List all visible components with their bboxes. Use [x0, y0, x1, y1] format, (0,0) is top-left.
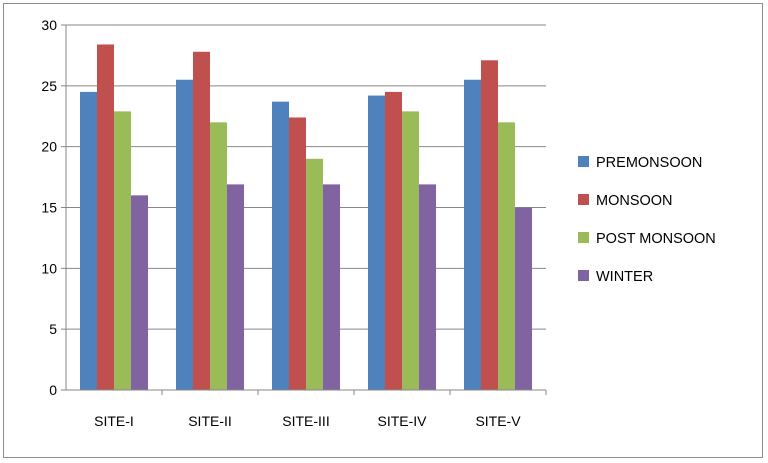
- bar-post-monsoon-site-iv: [402, 111, 419, 390]
- y-tick-label: 15: [41, 200, 57, 216]
- legend-swatch: [578, 194, 589, 205]
- legend-label: POST MONSOON: [596, 231, 716, 247]
- bar-monsoon-site-iv: [385, 91, 402, 391]
- bar-monsoon-site-ii: [193, 51, 210, 391]
- bar-post-monsoon-site-iii: [306, 158, 323, 390]
- legend-item-post-monsoon: POST MONSOON: [578, 231, 716, 247]
- bar-premonsoon-site-ii: [176, 79, 193, 390]
- x-tick-labels: SITE-I SITE-II SITE-III SITE-IV SITE-V: [94, 413, 521, 429]
- bar-post-monsoon-site-v: [498, 122, 515, 390]
- legend-swatch: [578, 270, 589, 281]
- y-tick-label: 30: [41, 17, 57, 33]
- bar-winter-site-iii: [323, 184, 340, 390]
- x-tick-label: SITE-III: [282, 413, 329, 429]
- legend-label: WINTER: [596, 269, 653, 285]
- bar-monsoon-site-i: [97, 44, 114, 390]
- legend-label: MONSOON: [596, 193, 673, 209]
- bars: [80, 44, 532, 391]
- legend: PREMONSOON MONSOON POST MONSOON WINTER: [578, 155, 716, 285]
- legend-item-winter: WINTER: [578, 269, 653, 285]
- x-tick-label: SITE-I: [94, 413, 134, 429]
- x-tick-label: SITE-V: [475, 413, 521, 429]
- bar-winter-site-i: [131, 195, 148, 390]
- y-tick-label: 0: [49, 382, 57, 398]
- bar-premonsoon-site-iii: [272, 101, 289, 391]
- bar-post-monsoon-site-i: [114, 111, 131, 390]
- bar-premonsoon-site-iv: [368, 95, 385, 391]
- legend-swatch: [578, 232, 589, 243]
- legend-item-premonsoon: PREMONSOON: [578, 155, 702, 171]
- y-tick-label: 25: [41, 78, 57, 94]
- legend-swatch: [578, 156, 589, 167]
- y-tick-label: 20: [41, 139, 57, 155]
- bar-premonsoon-site-v: [464, 79, 481, 390]
- bar-monsoon-site-v: [481, 60, 498, 391]
- bar-post-monsoon-site-ii: [210, 122, 227, 390]
- legend-item-monsoon: MONSOON: [578, 193, 673, 209]
- bar-winter-site-iv: [419, 184, 436, 390]
- x-tick-label: SITE-II: [188, 413, 232, 429]
- y-tick-label: 5: [49, 321, 57, 337]
- bar-winter-site-ii: [227, 184, 244, 390]
- chart-frame: 0 5 10 15 20 25 30 SITE-I SITE-II SITE-III SITE-I…: [3, 3, 763, 458]
- x-tick-label: SITE-IV: [377, 413, 427, 429]
- legend-label: PREMONSOON: [596, 155, 702, 171]
- axes: [61, 24, 547, 395]
- y-tick-labels: 0 5 10 15 20 25 30: [41, 17, 57, 398]
- bar-winter-site-v: [515, 207, 532, 390]
- bar-premonsoon-site-i: [80, 91, 97, 391]
- y-tick-label: 10: [41, 260, 57, 276]
- bar-monsoon-site-iii: [289, 117, 306, 390]
